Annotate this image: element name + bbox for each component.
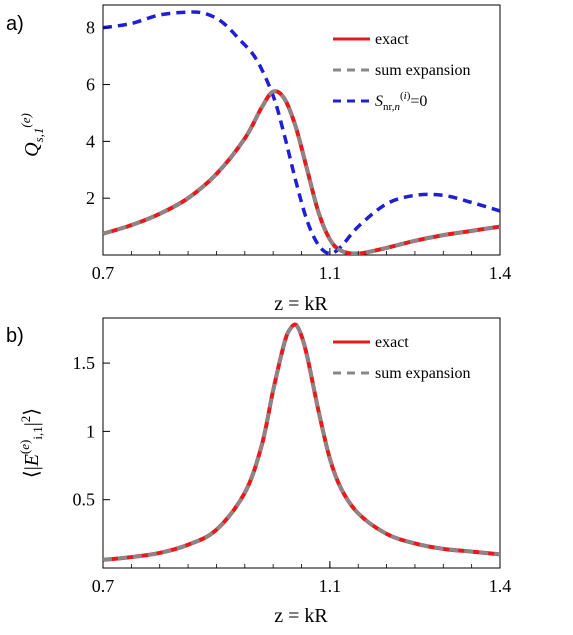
panel-a-ticks: 0.7 1.1 1.4 2 4 6 8 <box>86 18 511 283</box>
legend-label-sum-expansion: sum expansion <box>375 62 471 79</box>
panel-b-x-tick-label: 1.4 <box>489 576 512 596</box>
panel-b-x-tick-label: 1.1 <box>319 576 342 596</box>
panel-a-series-exact-line <box>103 89 500 255</box>
panel-a-y-tick-label: 4 <box>86 131 95 151</box>
panel-a-y-tick-label: 8 <box>86 18 95 38</box>
panel-a-x-tick-label: 0.7 <box>92 263 115 283</box>
panel-b-series <box>103 322 500 562</box>
panel-a-x-axis-label: z = kR <box>274 293 328 315</box>
panel-a-x-tick-label: 1.1 <box>319 263 342 283</box>
panel-b-y-axis-label: ⟨|E(e)i,1|2⟩ <box>17 408 45 478</box>
panel-a-y-axis-label: Qs,1(e) <box>18 113 46 157</box>
panel-a-series-s-nr-n-i-0-line <box>103 10 500 255</box>
panel-a-y-tick-label: 6 <box>86 75 95 95</box>
panel-b-y-tick-label: 0.5 <box>73 490 96 510</box>
panel-a-series-sum-expansion-line <box>103 89 500 255</box>
panel-b: b) 0.7 1.1 1.40.511.5 z = kR ⟨|E(e)i,1|2⟩ … <box>6 317 512 627</box>
panel-a-series <box>103 10 500 255</box>
legend-label-exact-b: exact <box>375 334 409 351</box>
panel-b-y-tick-label: 1.5 <box>73 353 96 373</box>
legend-label-exact: exact <box>375 31 409 48</box>
panel-b-y-tick-label: 1 <box>86 421 95 441</box>
legend-label-sum-expansion-b: sum expansion <box>375 365 471 382</box>
panel-b-x-axis-label: z = kR <box>274 605 328 627</box>
legend-label-snr-zero: Snr,n(i)=0 <box>375 90 427 113</box>
panel-a-label: a) <box>6 13 24 35</box>
panel-b-series-exact-line <box>103 322 500 562</box>
panel-a: a) 0.7 1.1 1.4 2 4 6 8 z = kR Qs,1(e) exact su… <box>6 4 511 315</box>
panel-b-plot-frame <box>102 317 501 569</box>
panel-b-series-sum-expansion-line <box>103 322 500 562</box>
panel-a-plot-frame <box>102 4 501 256</box>
panel-a-x-tick-label: 1.4 <box>489 263 512 283</box>
panel-b-legend: exact sum expansion <box>333 334 471 382</box>
panel-b-label: b) <box>6 325 24 347</box>
panel-a-legend: exact sum expansion Snr,n(i)=0 <box>333 31 471 113</box>
panel-b-ticks: 0.7 1.1 1.4 0.5 1 1.5 <box>73 353 512 596</box>
panel-b-x-tick-label: 0.7 <box>92 576 115 596</box>
panel-a-y-tick-label: 2 <box>86 188 95 208</box>
